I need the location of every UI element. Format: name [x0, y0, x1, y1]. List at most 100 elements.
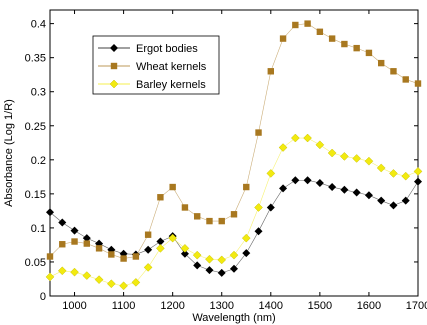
x-tick-label: 1000 — [62, 300, 86, 312]
data-point — [316, 28, 324, 35]
data-point — [156, 237, 165, 246]
data-point — [156, 243, 165, 253]
legend-marker — [110, 44, 118, 52]
data-point — [266, 169, 276, 178]
data-point — [267, 68, 274, 75]
data-point — [315, 178, 324, 187]
data-point — [402, 76, 409, 83]
data-point — [315, 140, 325, 150]
data-point — [365, 49, 373, 57]
data-point — [108, 251, 115, 258]
y-tick-label: 0.25 — [25, 121, 46, 133]
data-point — [205, 266, 214, 275]
data-point — [157, 194, 164, 201]
y-tick-label: 0.15 — [25, 189, 46, 201]
data-point — [413, 167, 423, 176]
data-point — [46, 208, 54, 217]
data-point — [389, 169, 398, 178]
data-point — [229, 250, 239, 260]
x-axis-label: Wavelength (nm) — [192, 312, 275, 324]
data-point — [254, 203, 263, 212]
data-point — [352, 188, 361, 197]
data-point — [82, 234, 91, 243]
x-tick-label: 1600 — [357, 300, 381, 312]
x-tick-label: 1100 — [112, 300, 136, 312]
data-point — [304, 20, 311, 27]
data-point — [181, 204, 189, 211]
data-point — [292, 21, 299, 29]
series-group — [45, 20, 423, 291]
data-point — [58, 218, 67, 227]
data-point — [279, 184, 288, 193]
data-point — [180, 249, 189, 258]
series-barley-kernels — [45, 133, 423, 291]
y-tick-label: 0.35 — [25, 53, 46, 65]
legend: Ergot bodies Wheat kernels Barley kernels — [92, 35, 220, 95]
y-tick-label: 0 — [40, 291, 46, 303]
data-point — [230, 264, 238, 273]
data-point — [290, 133, 300, 143]
data-point — [193, 261, 202, 270]
series-wheat-kernels — [46, 20, 422, 262]
data-point — [71, 238, 78, 245]
data-point — [194, 213, 201, 220]
data-point — [278, 143, 288, 152]
data-point — [364, 191, 373, 200]
legend-label: Ergot bodies — [136, 43, 198, 55]
data-point — [328, 35, 336, 42]
data-point — [340, 152, 349, 161]
data-point — [303, 176, 312, 185]
data-point — [303, 133, 312, 143]
legend-label: Barley kernels — [136, 79, 206, 91]
legend-marker — [110, 62, 118, 70]
data-point — [241, 233, 251, 243]
data-point — [169, 183, 176, 191]
y-tick-label: 0.2 — [31, 155, 46, 167]
data-point — [82, 271, 92, 280]
data-point — [230, 211, 238, 218]
data-point — [401, 196, 410, 205]
data-point — [218, 217, 225, 225]
y-tick-label: 0.05 — [25, 257, 46, 269]
data-point — [243, 183, 250, 191]
legend-label: Wheat kernels — [136, 61, 207, 73]
data-point — [279, 35, 287, 42]
data-point — [94, 275, 104, 285]
y-tick-label: 0.1 — [31, 223, 46, 235]
data-point — [206, 217, 213, 225]
data-point — [119, 281, 128, 291]
data-point — [143, 263, 153, 272]
data-point — [414, 177, 422, 186]
data-point — [340, 185, 349, 194]
data-point — [341, 40, 348, 48]
data-point — [254, 227, 263, 236]
data-point — [242, 249, 251, 258]
data-point — [291, 176, 300, 185]
series-ergot-bodies — [46, 176, 422, 277]
data-point — [377, 196, 386, 205]
data-point — [120, 255, 127, 262]
y-axis-label: Absorbance (Log 1/R) — [3, 99, 15, 207]
data-point — [205, 254, 214, 264]
data-point — [168, 233, 178, 243]
y-tick-label: 0.3 — [31, 87, 46, 99]
data-point — [266, 203, 275, 212]
data-point — [328, 183, 337, 192]
x-tick-label: 1200 — [160, 300, 184, 312]
data-point — [353, 44, 360, 52]
data-point — [414, 80, 422, 87]
data-point — [106, 279, 116, 289]
data-point — [217, 255, 227, 265]
data-point — [390, 68, 397, 75]
data-point — [364, 156, 374, 166]
data-point — [59, 241, 66, 248]
data-point — [192, 250, 202, 260]
data-point — [83, 240, 90, 247]
data-point — [255, 129, 262, 136]
data-point — [217, 268, 226, 277]
data-point — [401, 171, 411, 181]
data-point — [389, 201, 398, 210]
data-point — [376, 163, 386, 173]
